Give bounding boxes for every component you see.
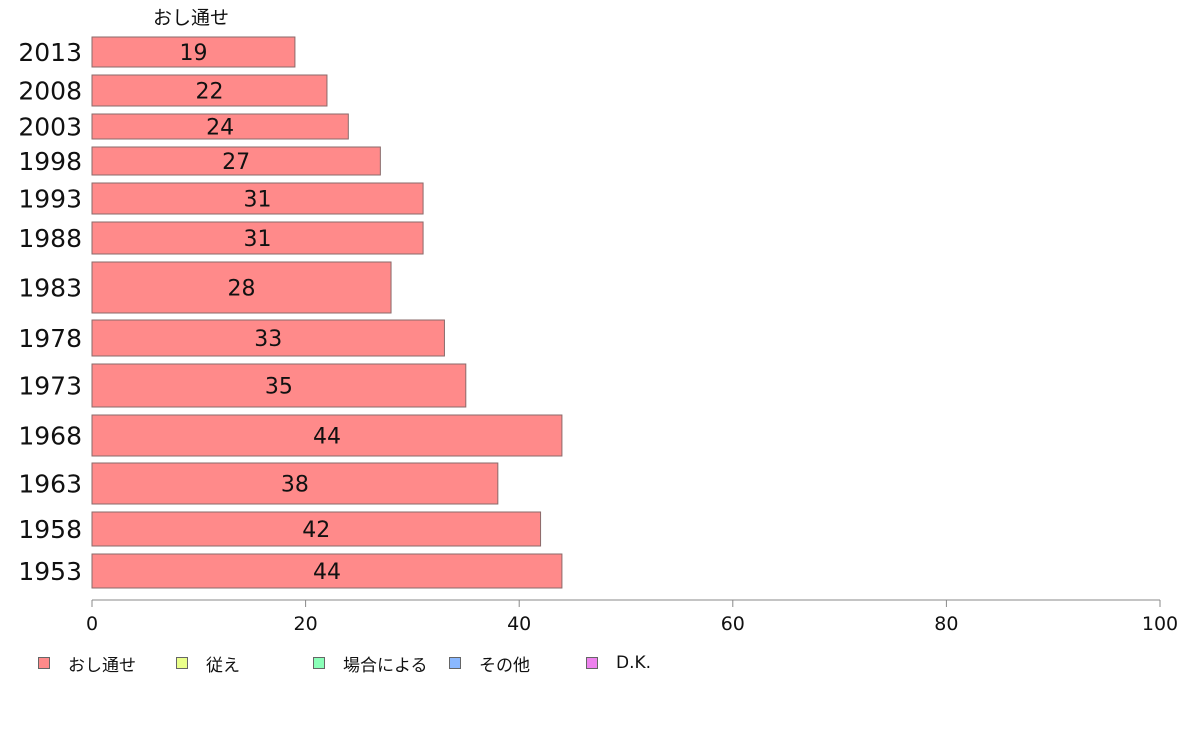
bar — [91, 462, 499, 505]
bar-value-label: 38 — [281, 473, 309, 498]
legend-item-shitagae: 従え — [176, 652, 240, 676]
x-tick-label: 100 — [1142, 613, 1178, 635]
legend-swatch — [586, 657, 598, 669]
category-label: 2008 — [18, 77, 82, 106]
bar-value-label: 28 — [228, 277, 256, 302]
bar — [91, 414, 563, 457]
bar-value-label: 19 — [179, 41, 207, 66]
legend-item-dk: D.K. — [586, 652, 651, 674]
category-label: 1983 — [18, 274, 82, 303]
legend-item-baai: 場合による — [313, 652, 428, 676]
legend-swatch — [449, 657, 461, 669]
bar-value-label: 24 — [206, 116, 234, 141]
x-tick-label: 60 — [721, 613, 745, 635]
bar — [91, 74, 328, 107]
category-label: 2003 — [18, 113, 82, 142]
category-label: 1963 — [18, 470, 82, 499]
legend-swatch — [313, 657, 325, 669]
legend-label: 従え — [206, 655, 240, 676]
bar-value-label: 31 — [244, 188, 272, 213]
bar-value-label: 33 — [254, 327, 282, 352]
bar-value-label: 44 — [313, 560, 341, 585]
category-label: 1993 — [18, 185, 82, 214]
bar-value-label: 44 — [313, 425, 341, 450]
x-tick-label: 20 — [294, 613, 318, 635]
category-label: 1953 — [18, 557, 82, 586]
bar — [91, 553, 563, 589]
bar — [91, 113, 349, 140]
category-label: 2013 — [18, 38, 82, 67]
bar — [91, 182, 424, 215]
x-tick-label: 80 — [934, 613, 958, 635]
legend-label: 場合による — [343, 655, 428, 676]
bar — [91, 146, 381, 176]
series-top-label: おし通せ — [153, 7, 229, 29]
bar-value-label: 22 — [195, 80, 223, 105]
legend-item-sonota: その他 — [449, 652, 530, 676]
x-tick-label: 40 — [507, 613, 531, 635]
bar — [91, 511, 542, 547]
legend-label: その他 — [479, 655, 530, 676]
bar-value-label: 31 — [244, 227, 272, 252]
legend-swatch — [38, 657, 50, 669]
category-label: 1988 — [18, 224, 82, 253]
bar — [91, 221, 424, 255]
legend: おし通せ 従え 場合による その他 D.K. — [38, 652, 1138, 676]
category-label: 1998 — [18, 147, 82, 176]
legend-label: おし通せ — [68, 655, 136, 676]
bar — [91, 261, 392, 314]
bar-value-label: 35 — [265, 375, 293, 400]
bar-value-label: 27 — [222, 150, 250, 175]
bar — [91, 36, 296, 68]
bar — [91, 319, 445, 357]
category-label: 1973 — [18, 372, 82, 401]
x-tick-label: 0 — [86, 613, 98, 635]
legend-swatch — [176, 657, 188, 669]
category-label: 1958 — [18, 515, 82, 544]
legend-label: D.K. — [616, 653, 652, 673]
legend-item-oshitouse: おし通せ — [38, 652, 136, 676]
bar — [91, 363, 467, 408]
category-label: 1978 — [18, 324, 82, 353]
category-label: 1968 — [18, 422, 82, 451]
bar-value-label: 42 — [302, 518, 330, 543]
